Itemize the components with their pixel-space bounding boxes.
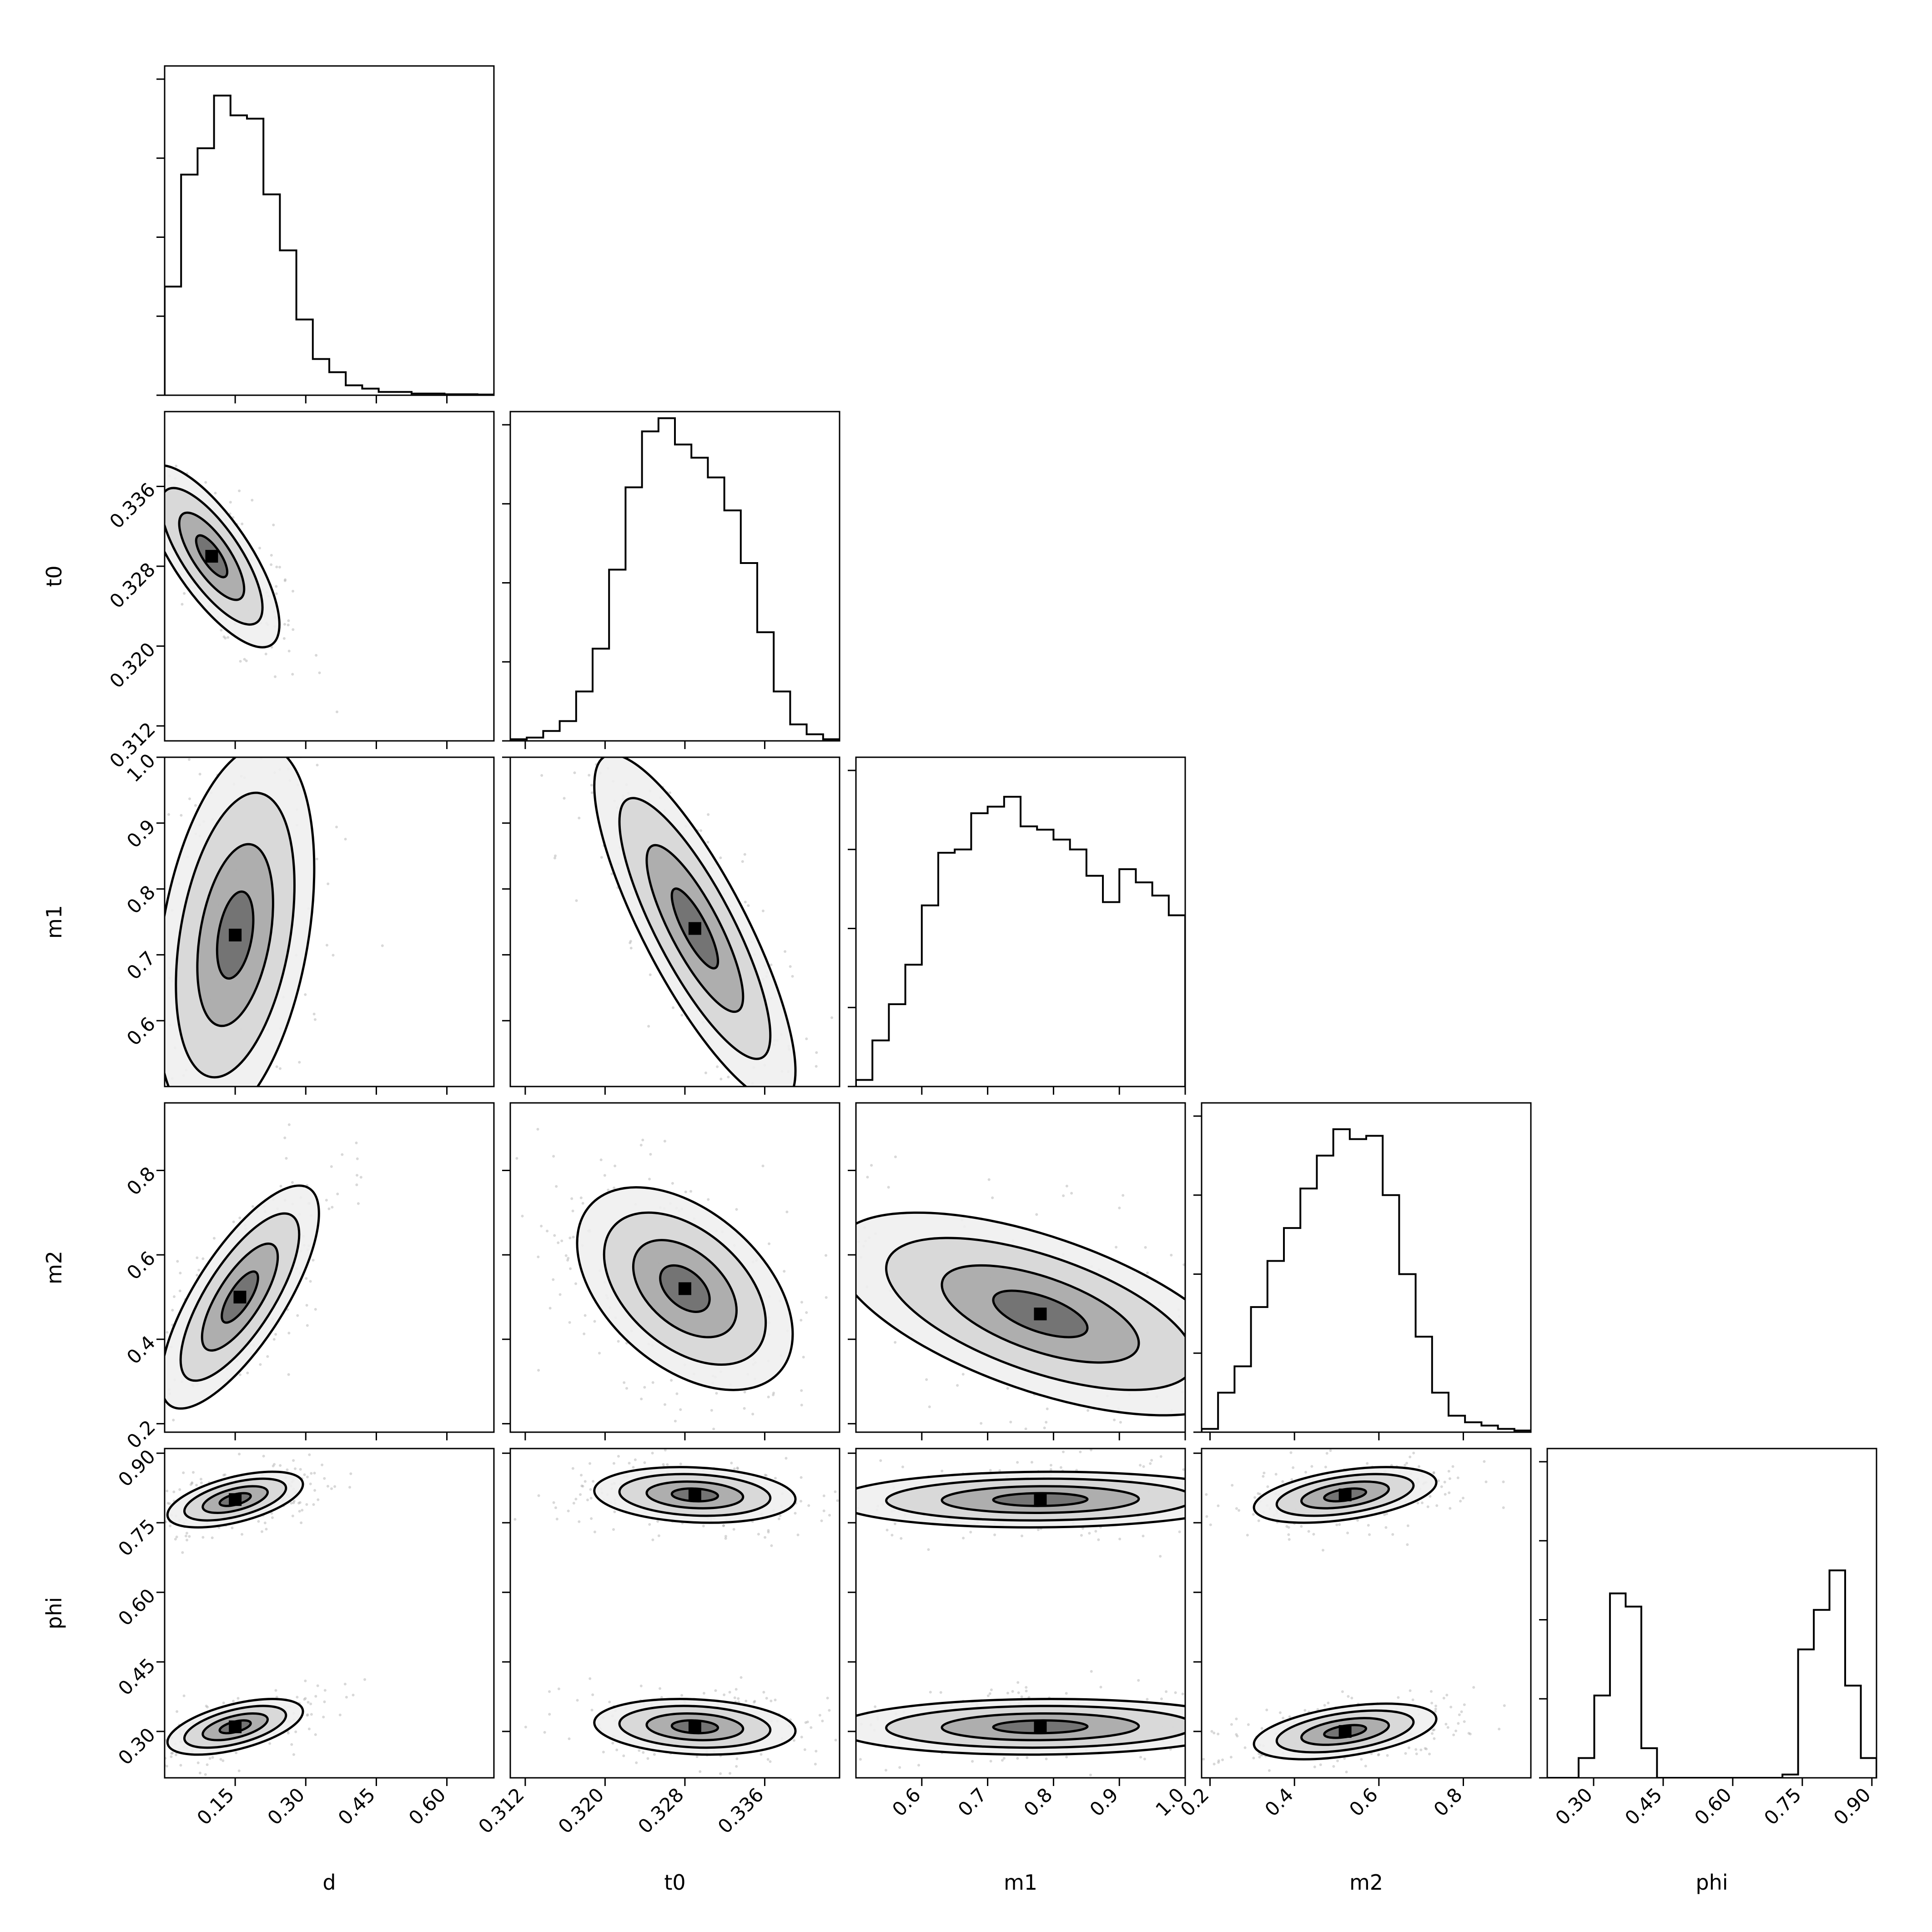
pair-panel-m2-vs-d: 0.2 0.4 0.6 0.8 [122, 1102, 495, 1453]
xtick-label-m1: 0.9 [1085, 1783, 1122, 1821]
histogram-m2 [1202, 1128, 1531, 1432]
axes-frame [855, 756, 1186, 1087]
xtick-label-d: 0.30 [263, 1783, 309, 1829]
ytick-label-m1: 0.9 [122, 815, 160, 852]
xlabel-d: d [322, 1870, 336, 1895]
ytick-label-phi: 0.75 [114, 1514, 160, 1560]
ylabel-phi: phi [42, 1597, 66, 1629]
contours-phi-vs-m2 [1253, 1466, 1438, 1761]
contours-m1-vs-d [165, 757, 316, 1087]
pair-panel-m1-vs-d: 0.60.70.80.91.0 [122, 749, 495, 1095]
xlabel-m2: m2 [1349, 1870, 1383, 1895]
histogram-panel-m2 [1193, 1102, 1532, 1440]
contours-phi-vs-t0 [593, 1466, 797, 1756]
contours-phi-vs-m1 [856, 1470, 1185, 1756]
ytick-label-m1: 0.6 [122, 1013, 160, 1050]
xtick-label-m1: 0.8 [1020, 1783, 1057, 1821]
xtick-label-phi: 0.30 [1551, 1783, 1597, 1829]
axes-frame [509, 1448, 840, 1779]
contours-m1-vs-t0 [593, 757, 797, 1087]
axes-frame [1546, 1448, 1877, 1779]
contours-m2-vs-m1 [856, 1211, 1185, 1417]
axes-frame [164, 411, 495, 742]
ytick-label-m2: 0.4 [122, 1331, 160, 1368]
ytick-label-m1: 0.7 [122, 947, 160, 984]
ytick-label-m1: 0.8 [122, 881, 160, 918]
axes-frame [164, 65, 495, 396]
ytick-label-m2: 0.8 [122, 1162, 160, 1200]
axes-frame [1201, 1102, 1532, 1433]
xtick-label-d: 0.15 [192, 1783, 238, 1829]
ylabel-m2: m2 [42, 1251, 66, 1284]
xtick-label-m1: 0.6 [888, 1783, 925, 1821]
contours-t0-vs-d [165, 464, 281, 649]
histogram-panel-t0 [502, 411, 840, 749]
pair-panel-phi-vs-t0: 0.312 0.320 0.328 0.336 [474, 1448, 840, 1838]
ytick-label-phi: 0.30 [114, 1723, 160, 1769]
xtick-label-m2: 0.2 [1176, 1783, 1213, 1821]
xtick-label-phi: 0.75 [1760, 1783, 1806, 1829]
xtick-label-t0: 0.312 [474, 1783, 528, 1838]
histogram-phi [1547, 1569, 1877, 1778]
pair-panel-phi-vs-m2: 0.2 0.4 0.6 0.8 [1176, 1448, 1532, 1821]
ytick-label-m2: 0.6 [122, 1247, 160, 1284]
contours-m2-vs-d [165, 1184, 320, 1410]
axes-frame [509, 1102, 840, 1433]
xtick-label-d: 0.60 [404, 1783, 450, 1829]
xtick-label-m1: 0.7 [954, 1783, 991, 1821]
xlabel-t0: t0 [664, 1870, 685, 1895]
pair-panel-m2-vs-m1 [848, 1102, 1186, 1440]
ytick-label-t0: 0.320 [105, 638, 160, 693]
xtick-label-phi: 0.60 [1690, 1783, 1736, 1829]
axes-frame [855, 1448, 1186, 1779]
histogram-panel-phi: 0.30 0.45 0.60 0.75 0.90 [1539, 1448, 1877, 1829]
contours-phi-vs-d [166, 1470, 304, 1756]
axes-frame [509, 756, 840, 1087]
ytick-label-t0: 0.328 [105, 558, 160, 613]
axes-frame [1201, 1448, 1532, 1779]
ylabel-m1: m1 [42, 905, 66, 939]
xtick-label-phi: 0.45 [1620, 1783, 1666, 1829]
ytick-label-phi: 0.60 [114, 1584, 160, 1630]
xtick-label-phi: 0.90 [1829, 1783, 1875, 1829]
histogram-panel-d [156, 65, 495, 403]
xtick-label-t0: 0.328 [634, 1783, 688, 1838]
xtick-label-m2: 0.6 [1345, 1783, 1382, 1821]
histogram-m1 [856, 795, 1185, 1087]
axes-frame [164, 1102, 495, 1433]
pair-panel-m1-vs-t0 [502, 756, 840, 1095]
xtick-label-t0: 0.336 [714, 1783, 768, 1838]
histogram-panel-m1 [848, 756, 1186, 1095]
pair-panel-m2-vs-t0 [502, 1102, 840, 1440]
pair-panel-phi-vs-d: 0.15 0.30 0.45 0.60 0.30 0.45 0.60 0.75 0.90 [114, 1445, 495, 1829]
xtick-label-m2: 0.4 [1260, 1783, 1298, 1821]
axes-frame [509, 411, 840, 742]
histogram-d [165, 95, 494, 395]
xtick-label-d: 0.45 [334, 1783, 380, 1829]
ylabel-t0: t0 [42, 565, 66, 587]
xlabel-m1: m1 [1004, 1870, 1037, 1895]
xlabel-phi: phi [1696, 1870, 1728, 1895]
ytick-label-phi: 0.45 [114, 1654, 160, 1700]
ytick-label-phi: 0.90 [114, 1445, 160, 1491]
xtick-label-t0: 0.320 [554, 1783, 609, 1838]
axes-frame [164, 756, 495, 1087]
xtick-label-m2: 0.8 [1429, 1783, 1467, 1821]
axes-frame [164, 1448, 495, 1779]
axes-frame [855, 1102, 1186, 1433]
ytick-label-t0: 0.336 [105, 478, 160, 533]
ytick-label-m2: 0.2 [122, 1416, 160, 1453]
histogram-t0 [510, 417, 840, 741]
contours-m2-vs-t0 [576, 1186, 794, 1391]
